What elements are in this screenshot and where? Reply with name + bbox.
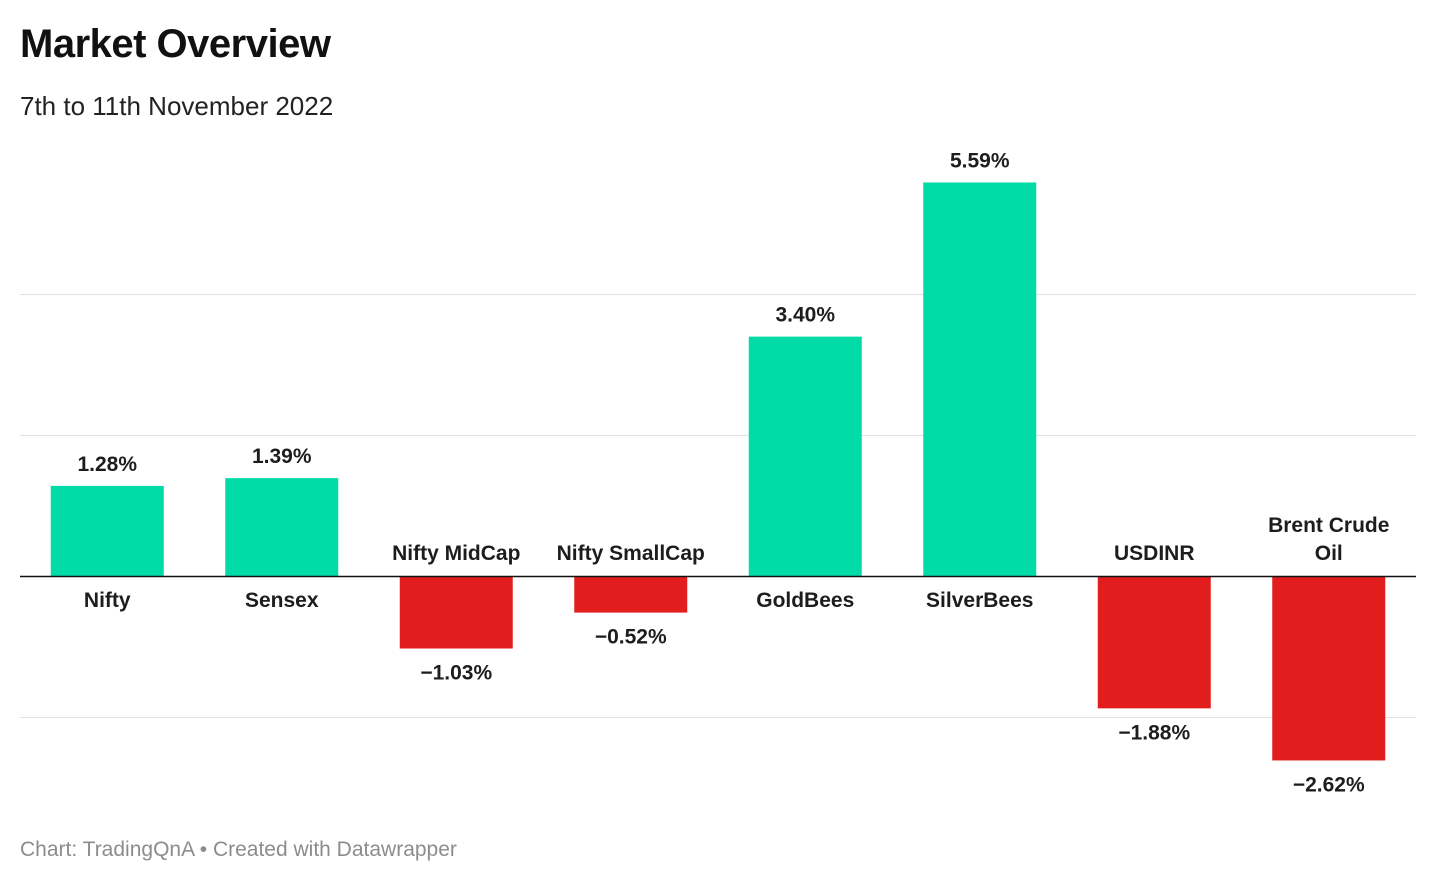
data-label: 1.28% — [77, 453, 137, 476]
bar — [748, 336, 862, 576]
category-label: USDINR — [1114, 542, 1195, 565]
category-label: SilverBees — [926, 589, 1033, 612]
data-label: 5.59% — [950, 149, 1010, 172]
category-label: Brent Crude Oil — [1268, 514, 1389, 565]
category-label: Nifty SmallCap — [557, 542, 705, 565]
bar — [923, 182, 1037, 577]
data-label: 1.39% — [252, 445, 312, 468]
data-label: −1.88% — [1118, 721, 1190, 744]
data-label: −2.62% — [1293, 773, 1365, 796]
bar — [399, 576, 513, 649]
bar — [225, 478, 339, 576]
category-label: Nifty — [84, 589, 131, 612]
chart-title: Market Overview — [20, 22, 331, 66]
bar — [50, 485, 164, 576]
data-label: −0.52% — [595, 626, 667, 649]
bar — [1272, 576, 1386, 761]
data-label: 3.40% — [775, 304, 835, 327]
chart-subtitle: 7th to 11th November 2022 — [20, 91, 334, 121]
bar — [1097, 576, 1211, 709]
category-label: GoldBees — [756, 589, 854, 612]
data-label: −1.03% — [420, 662, 492, 685]
bar — [574, 576, 688, 613]
chart-credit: Chart: TradingQnA • Created with Datawra… — [20, 838, 457, 861]
category-label: Sensex — [245, 589, 319, 612]
category-label: Nifty MidCap — [392, 542, 520, 565]
